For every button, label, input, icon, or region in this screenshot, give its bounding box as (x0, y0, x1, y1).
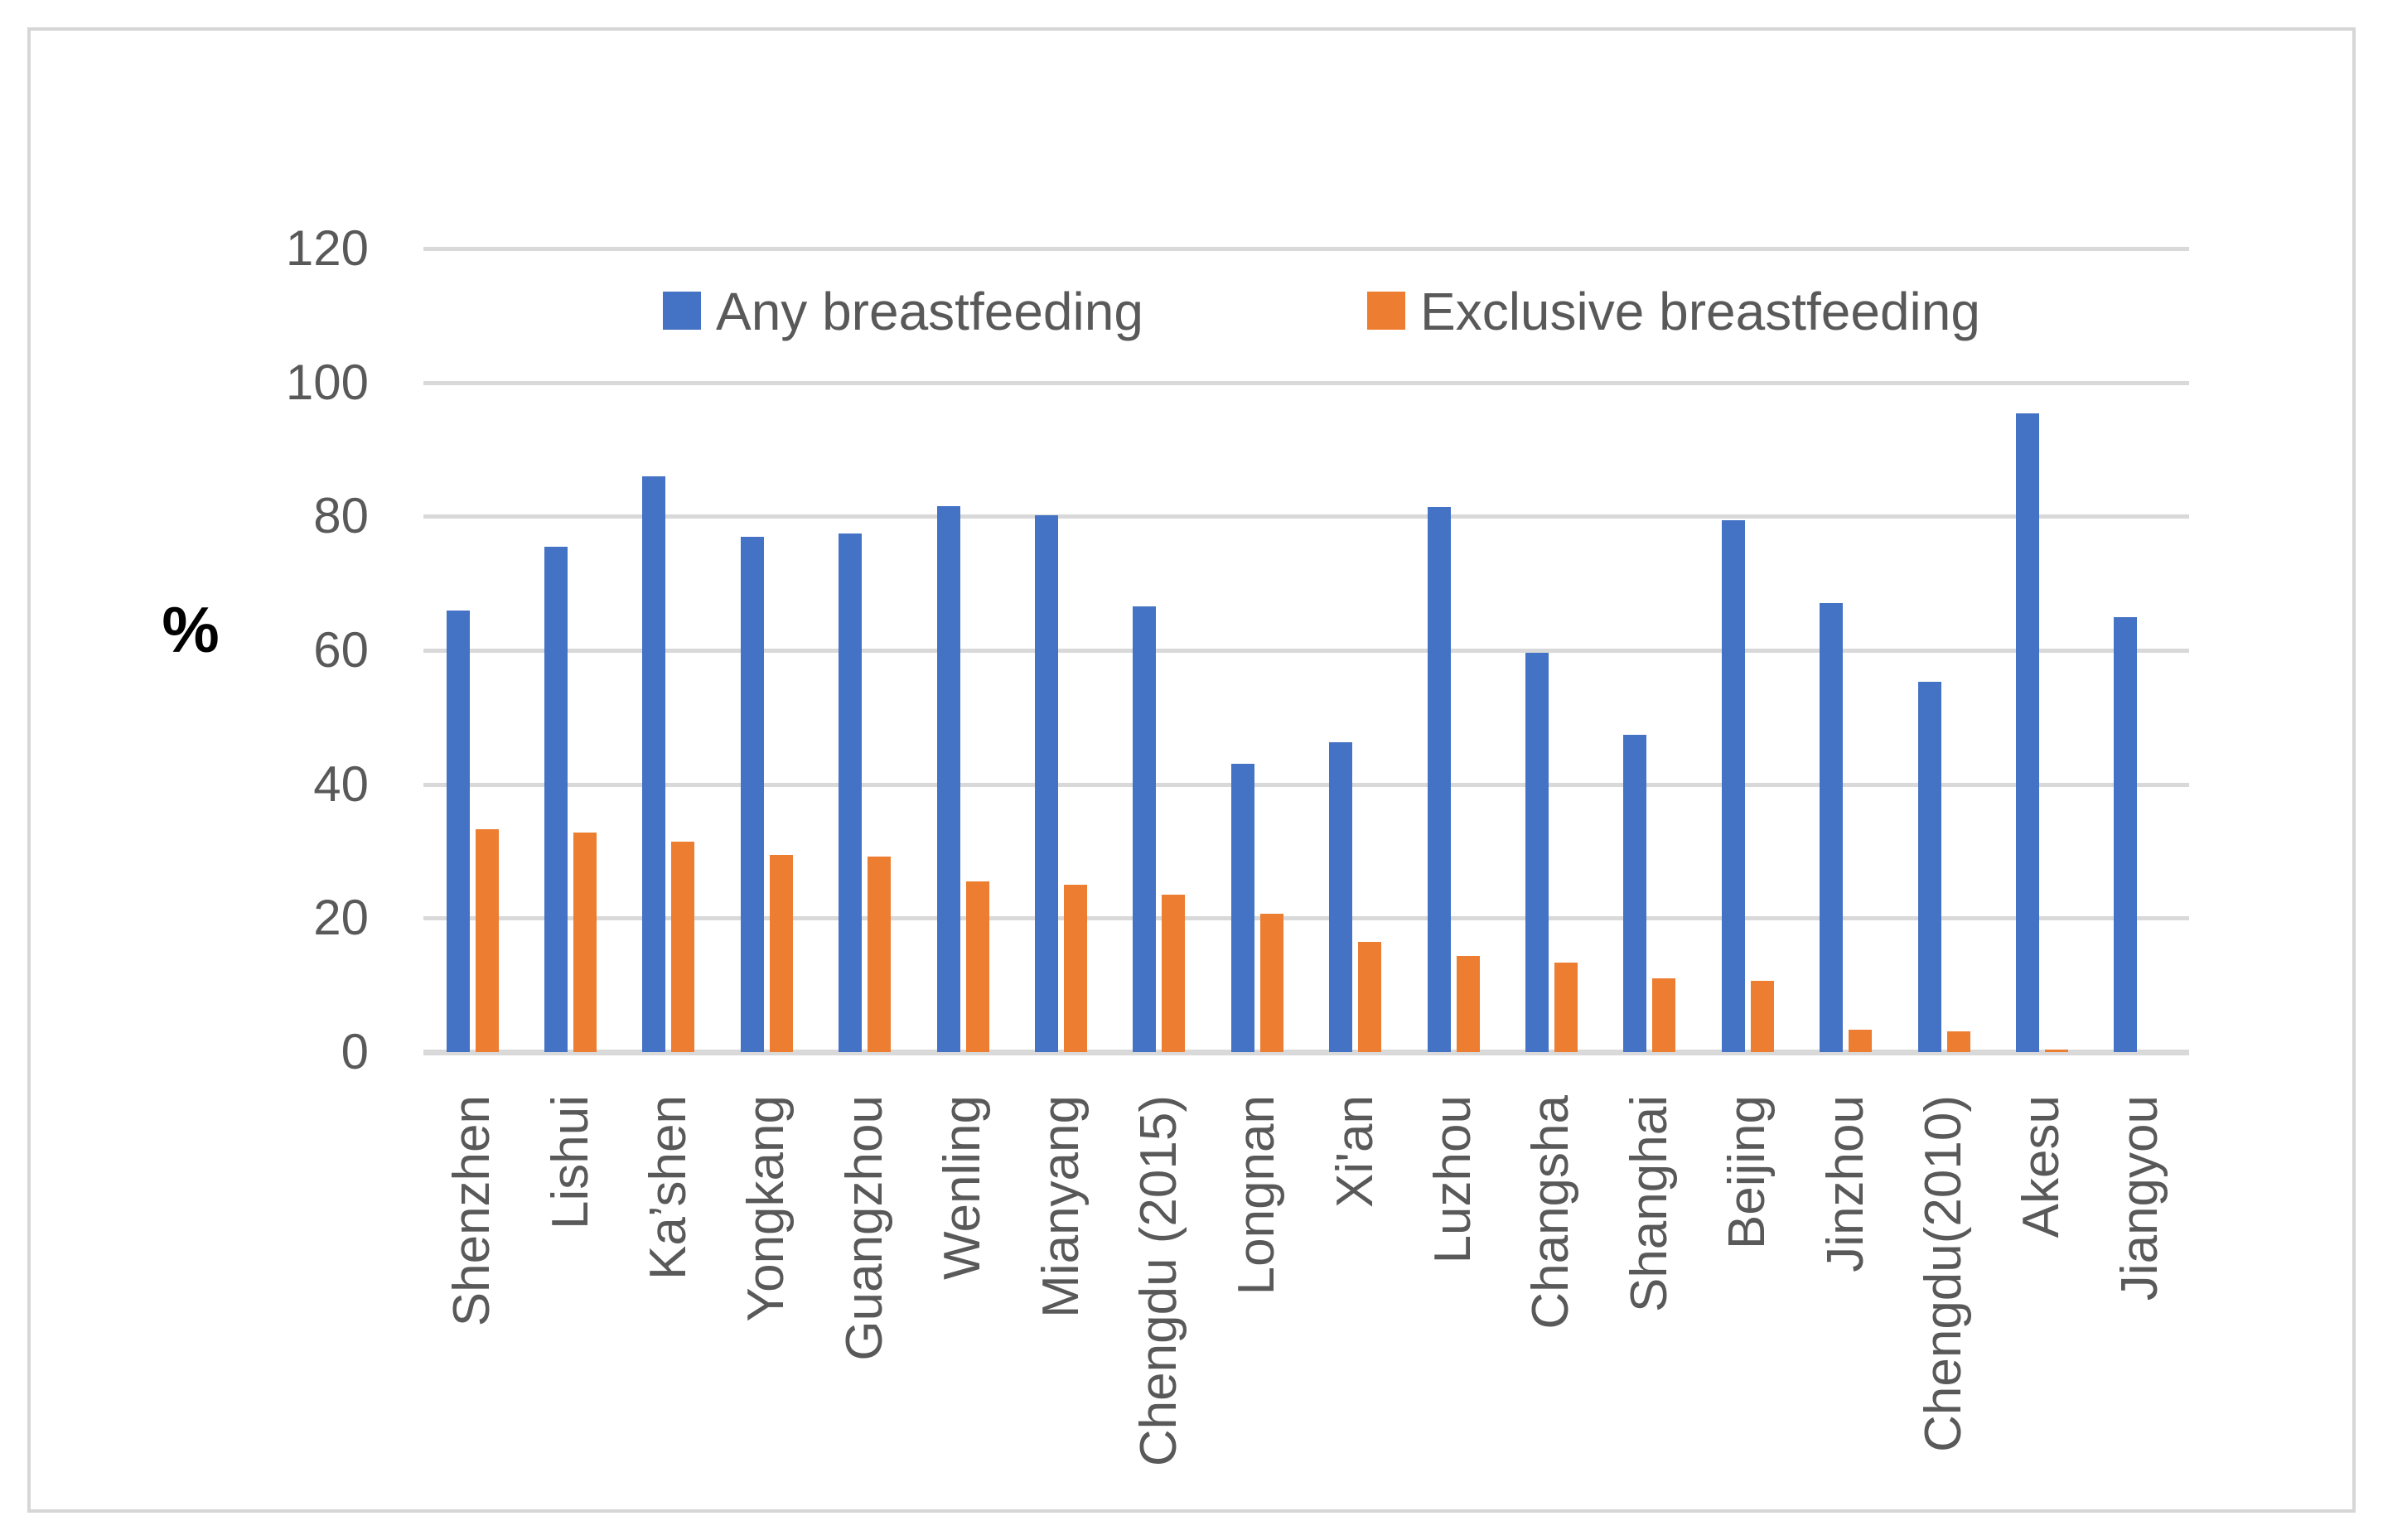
x-label-luzhou: Luzhou (1424, 1095, 1482, 1264)
gridline-0 (423, 1050, 2189, 1055)
x-label-xi-an: Xi'an (1326, 1095, 1384, 1208)
x-label-akesu: Akesu (2013, 1095, 2071, 1238)
gridline-120 (423, 247, 2189, 251)
bar-xi-an-any (1329, 741, 1352, 1052)
bar-chengdu-2010-any (1918, 681, 1941, 1052)
bar-guangzhou-any (839, 533, 862, 1052)
bar-wenling-exclusive (966, 881, 989, 1052)
x-label-longnan: Longnan (1228, 1095, 1286, 1296)
x-label-chengdu-2015: Chengdu (2015) (1129, 1095, 1187, 1467)
bar-beijing-exclusive (1751, 980, 1774, 1052)
bar-shenzhen-exclusive (476, 828, 499, 1052)
y-axis-title: % (162, 593, 220, 666)
x-label-wenling: Wenling (934, 1095, 992, 1280)
y-tick-label-100: 100 (285, 354, 369, 410)
bar-chengdu-2015-any (1133, 606, 1156, 1052)
bar-luzhou-exclusive (1457, 956, 1480, 1052)
bar-ka-shen-any (642, 476, 665, 1052)
bar-mianyang-exclusive (1064, 884, 1087, 1052)
chart-frame (27, 27, 2356, 1513)
gridline-60 (423, 649, 2189, 653)
y-tick-label-40: 40 (313, 756, 369, 812)
bar-jiangyou-any (2114, 616, 2137, 1052)
x-label-changsha: Changsha (1522, 1095, 1580, 1330)
bar-shanghai-exclusive (1652, 978, 1675, 1052)
bar-akesu-any (2016, 413, 2039, 1052)
y-tick-label-80: 80 (313, 488, 369, 544)
bar-shenzhen-any (447, 610, 470, 1052)
gridline-100 (423, 380, 2189, 385)
bar-shanghai-any (1623, 734, 1646, 1052)
bar-changsha-any (1525, 653, 1549, 1052)
bar-beijing-any (1722, 520, 1745, 1052)
y-tick-label-20: 20 (313, 890, 369, 946)
bar-ka-shen-exclusive (671, 842, 694, 1052)
x-label-shanghai: Shanghai (1620, 1095, 1678, 1313)
bar-yongkang-any (741, 536, 764, 1052)
gridline-80 (423, 514, 2189, 519)
bar-mianyang-any (1035, 514, 1058, 1052)
y-tick-label-120: 120 (285, 220, 369, 276)
legend-label-exclusive-breastfeeding: Exclusive breastfeeding (1420, 282, 1980, 341)
bar-jinzhou-exclusive (1849, 1030, 1872, 1052)
x-label-lishui: Lishui (541, 1095, 599, 1229)
gridline-20 (423, 916, 2189, 921)
x-label-yongkang: Yongkang (737, 1095, 795, 1322)
legend-label-any-breastfeeding: Any breastfeeding (716, 282, 1143, 341)
bar-jinzhou-any (1820, 603, 1843, 1052)
bar-chengdu-2015-exclusive (1162, 895, 1185, 1052)
legend-marker-any-breastfeeding (663, 292, 701, 330)
bar-lishui-exclusive (573, 832, 597, 1052)
bar-luzhou-any (1428, 507, 1451, 1052)
bar-changsha-exclusive (1554, 962, 1578, 1052)
bar-chengdu-2010-exclusive (1947, 1031, 1970, 1052)
y-tick-label-0: 0 (341, 1024, 369, 1079)
x-label-beijing: Beijing (1718, 1095, 1776, 1250)
x-label-jiangyou: Jiangyou (2110, 1095, 2168, 1301)
x-label-mianyang: Mianyang (1032, 1095, 1090, 1318)
bar-longnan-exclusive (1260, 913, 1283, 1052)
bar-akesu-exclusive (2045, 1049, 2068, 1052)
x-label-ka-shen: Ka’shen (639, 1095, 697, 1280)
bar-longnan-any (1231, 764, 1254, 1052)
y-tick-label-60: 60 (313, 622, 369, 678)
x-label-chengdu-2010: Chengdu(2010) (1915, 1095, 1973, 1452)
x-label-guangzhou: Guangzhou (835, 1095, 893, 1361)
bar-guangzhou-exclusive (868, 856, 891, 1052)
gridline-40 (423, 782, 2189, 787)
x-label-shenzhen: Shenzhen (443, 1095, 501, 1327)
bar-wenling-any (937, 506, 960, 1052)
legend-marker-exclusive-breastfeeding (1367, 292, 1405, 330)
bar-xi-an-exclusive (1358, 942, 1381, 1052)
x-label-jinzhou: Jinzhou (1816, 1095, 1874, 1272)
bar-lishui-any (544, 546, 568, 1052)
bar-yongkang-exclusive (770, 854, 793, 1052)
